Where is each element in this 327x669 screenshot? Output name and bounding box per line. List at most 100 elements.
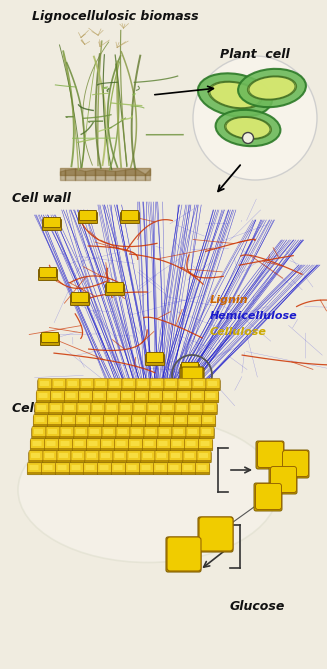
FancyBboxPatch shape [254, 483, 282, 511]
FancyBboxPatch shape [64, 392, 79, 403]
FancyBboxPatch shape [113, 452, 127, 463]
FancyBboxPatch shape [108, 379, 122, 389]
FancyBboxPatch shape [179, 393, 187, 398]
FancyBboxPatch shape [173, 441, 181, 446]
Ellipse shape [215, 110, 281, 146]
FancyBboxPatch shape [46, 428, 60, 439]
FancyBboxPatch shape [146, 353, 164, 363]
FancyBboxPatch shape [46, 427, 60, 436]
FancyBboxPatch shape [152, 381, 161, 386]
Circle shape [243, 132, 253, 143]
FancyBboxPatch shape [164, 380, 178, 391]
FancyBboxPatch shape [167, 464, 182, 475]
FancyBboxPatch shape [65, 405, 74, 410]
FancyBboxPatch shape [43, 450, 57, 460]
FancyBboxPatch shape [97, 464, 112, 475]
FancyBboxPatch shape [51, 405, 60, 410]
FancyBboxPatch shape [106, 392, 121, 403]
FancyBboxPatch shape [175, 404, 189, 415]
FancyBboxPatch shape [130, 428, 144, 439]
Text: Cellulose: Cellulose [210, 327, 267, 337]
FancyBboxPatch shape [75, 416, 90, 427]
FancyBboxPatch shape [100, 438, 114, 448]
Ellipse shape [248, 76, 296, 100]
FancyBboxPatch shape [77, 404, 91, 415]
FancyBboxPatch shape [123, 393, 131, 398]
FancyBboxPatch shape [127, 452, 141, 463]
FancyBboxPatch shape [45, 453, 54, 458]
FancyBboxPatch shape [83, 462, 97, 472]
FancyBboxPatch shape [139, 464, 154, 475]
FancyBboxPatch shape [187, 416, 202, 427]
FancyBboxPatch shape [142, 465, 150, 470]
FancyBboxPatch shape [150, 379, 164, 389]
FancyBboxPatch shape [128, 440, 143, 451]
FancyBboxPatch shape [85, 465, 95, 470]
FancyBboxPatch shape [36, 392, 51, 403]
FancyBboxPatch shape [63, 403, 77, 413]
FancyBboxPatch shape [32, 427, 46, 436]
FancyBboxPatch shape [37, 405, 46, 410]
FancyBboxPatch shape [122, 380, 136, 391]
FancyBboxPatch shape [147, 403, 161, 413]
FancyBboxPatch shape [146, 415, 160, 425]
FancyBboxPatch shape [53, 393, 61, 398]
FancyBboxPatch shape [72, 440, 87, 451]
FancyBboxPatch shape [87, 438, 100, 448]
FancyBboxPatch shape [54, 381, 63, 386]
Text: Lignocellulosic biomass: Lignocellulosic biomass [32, 10, 198, 23]
FancyBboxPatch shape [73, 453, 82, 458]
FancyBboxPatch shape [129, 453, 138, 458]
FancyBboxPatch shape [164, 393, 174, 398]
Text: Cell wall: Cell wall [12, 192, 71, 205]
FancyBboxPatch shape [27, 462, 42, 472]
FancyBboxPatch shape [174, 415, 187, 425]
FancyBboxPatch shape [58, 440, 73, 451]
FancyBboxPatch shape [130, 441, 140, 446]
FancyBboxPatch shape [101, 453, 110, 458]
FancyBboxPatch shape [103, 416, 118, 427]
FancyBboxPatch shape [88, 427, 102, 436]
FancyBboxPatch shape [194, 381, 203, 386]
Ellipse shape [198, 74, 272, 116]
FancyBboxPatch shape [158, 428, 172, 439]
FancyBboxPatch shape [146, 429, 155, 434]
FancyBboxPatch shape [90, 415, 104, 425]
FancyBboxPatch shape [78, 392, 93, 403]
Text: Hemicellulose: Hemicellulose [210, 311, 298, 321]
FancyBboxPatch shape [192, 380, 206, 391]
FancyBboxPatch shape [255, 484, 282, 510]
FancyBboxPatch shape [69, 464, 84, 475]
FancyBboxPatch shape [44, 438, 59, 448]
FancyBboxPatch shape [136, 393, 146, 398]
FancyBboxPatch shape [94, 379, 108, 389]
FancyBboxPatch shape [193, 393, 201, 398]
FancyBboxPatch shape [155, 450, 169, 460]
FancyBboxPatch shape [181, 365, 199, 375]
FancyBboxPatch shape [146, 355, 164, 365]
FancyBboxPatch shape [102, 428, 116, 439]
FancyBboxPatch shape [136, 380, 150, 391]
FancyBboxPatch shape [72, 465, 80, 470]
FancyBboxPatch shape [85, 450, 99, 460]
FancyBboxPatch shape [145, 441, 153, 446]
FancyBboxPatch shape [59, 438, 73, 448]
FancyBboxPatch shape [176, 392, 191, 403]
FancyBboxPatch shape [156, 440, 171, 451]
FancyBboxPatch shape [125, 464, 140, 475]
FancyBboxPatch shape [157, 438, 170, 448]
FancyBboxPatch shape [145, 416, 160, 427]
FancyBboxPatch shape [116, 427, 130, 436]
FancyBboxPatch shape [80, 380, 94, 391]
FancyBboxPatch shape [49, 403, 63, 413]
FancyBboxPatch shape [105, 404, 119, 415]
FancyBboxPatch shape [32, 441, 42, 446]
FancyBboxPatch shape [61, 416, 76, 427]
FancyBboxPatch shape [200, 427, 214, 436]
FancyBboxPatch shape [177, 391, 191, 401]
FancyBboxPatch shape [150, 380, 164, 391]
FancyBboxPatch shape [177, 405, 186, 410]
FancyBboxPatch shape [99, 452, 113, 463]
FancyBboxPatch shape [49, 404, 63, 415]
FancyBboxPatch shape [144, 428, 158, 439]
